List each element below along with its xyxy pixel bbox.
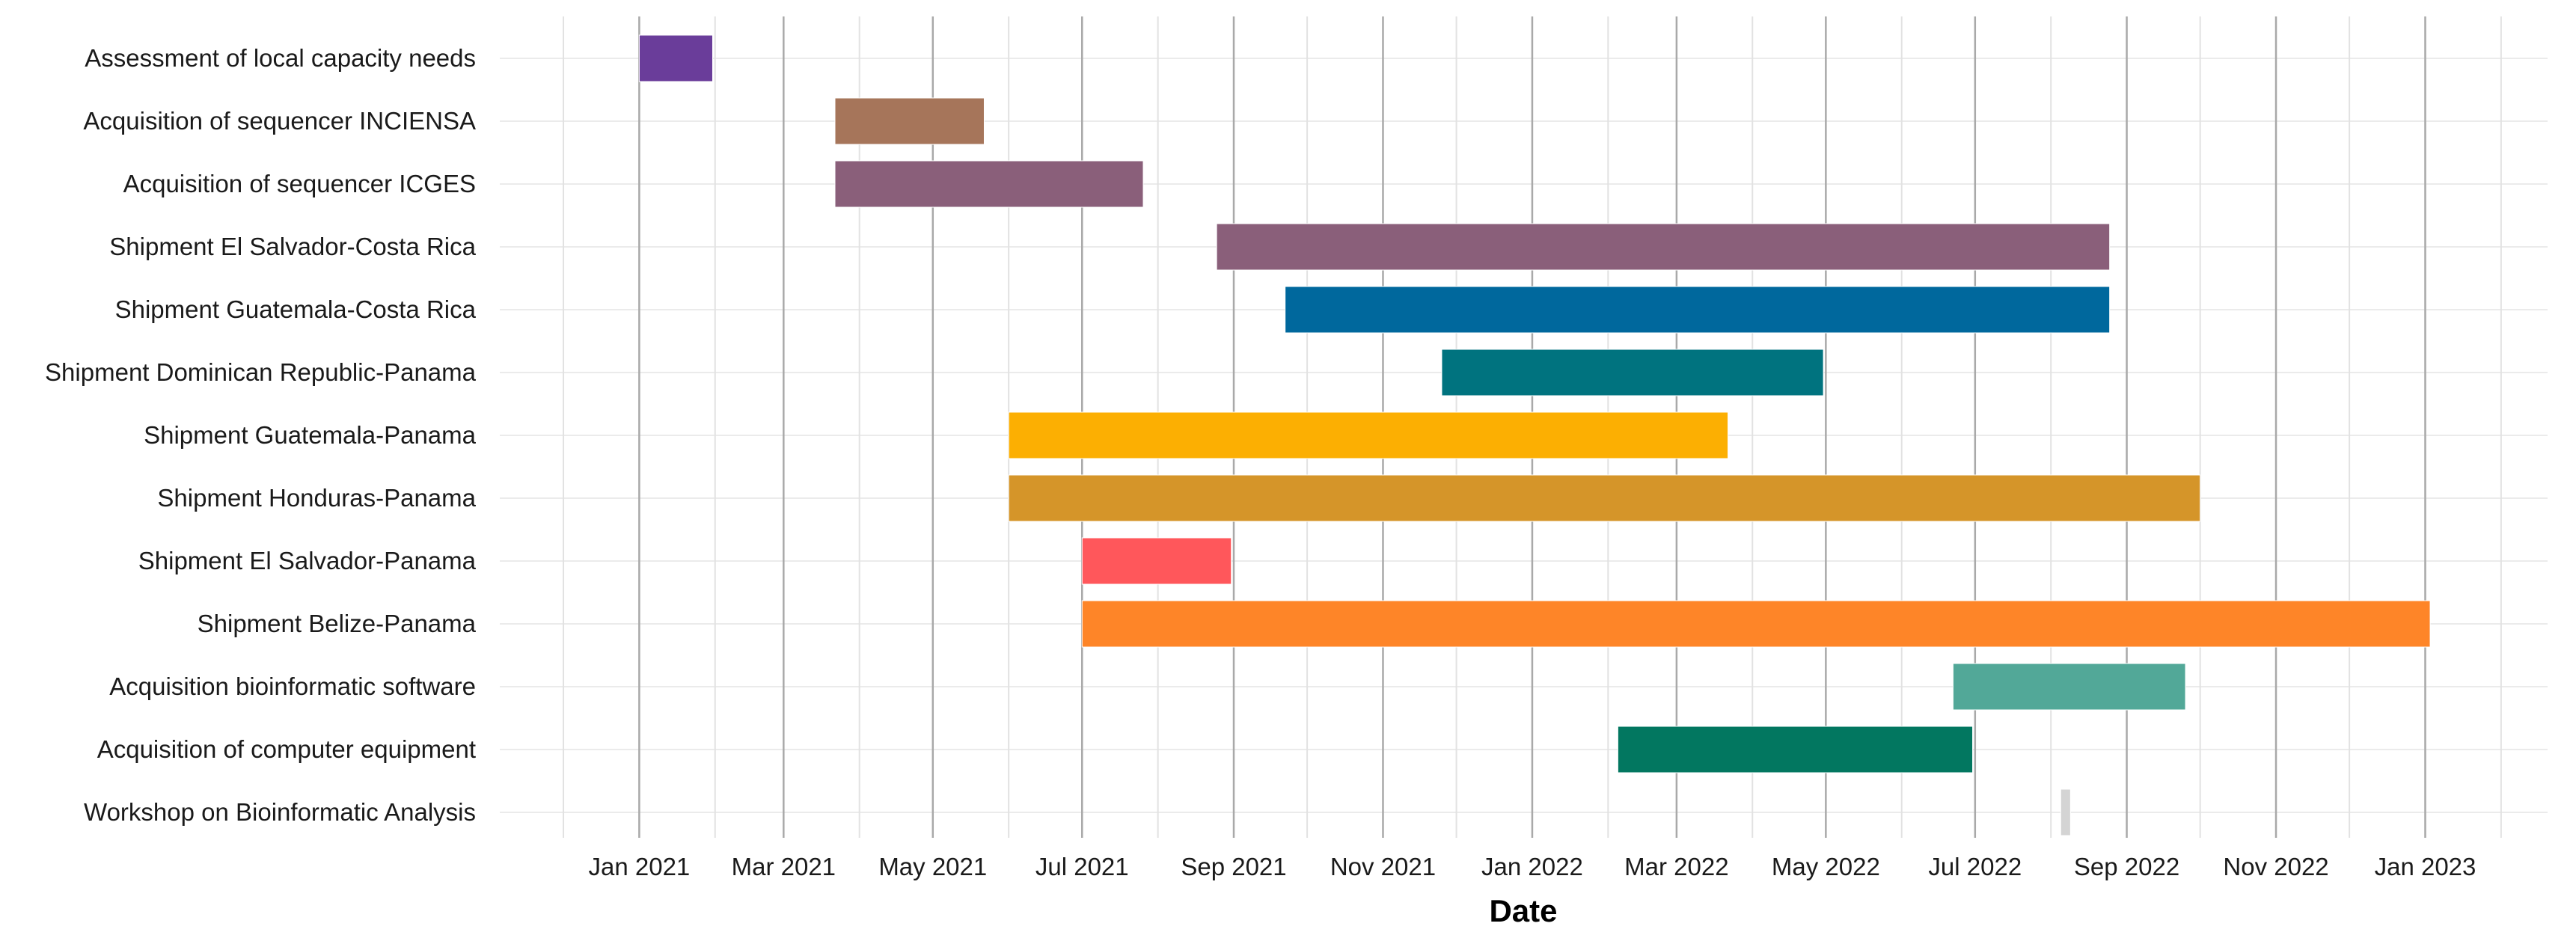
task-label: Acquisition of sequencer ICGES (123, 170, 476, 197)
task-bar (834, 160, 1144, 208)
task-label: Acquisition bioinformatic software (109, 672, 476, 700)
task-bar (2060, 788, 2071, 836)
task-label: Shipment El Salvador-Panama (138, 547, 477, 574)
x-tick-label: Sep 2022 (2074, 853, 2179, 880)
x-tick-label: Jul 2021 (1035, 853, 1129, 880)
task-label: Acquisition of computer equipment (97, 735, 476, 763)
x-tick-label: May 2021 (878, 853, 987, 880)
x-axis-ticks: Jan 2021 Mar 2021 May 2021 Jul 2021 Sep 2021… (588, 853, 2476, 880)
x-tick-label: Sep 2021 (1181, 853, 1286, 880)
task-label: Shipment El Salvador-Costa Rica (109, 233, 476, 260)
x-tick-label: Jul 2022 (1928, 853, 2022, 880)
task-label: Shipment Dominican Republic-Panama (45, 358, 477, 386)
task-labels: Assessment of local capacity needs Acquis… (45, 44, 477, 826)
task-bar (1617, 726, 1974, 773)
task-label: Assessment of local capacity needs (85, 44, 476, 72)
task-label: Shipment Honduras-Panama (157, 484, 476, 512)
task-bar (1216, 223, 2111, 271)
task-label: Acquisition of sequencer INCIENSA (83, 107, 476, 135)
bar-layer (638, 34, 2431, 836)
task-bar (1952, 663, 2186, 711)
x-tick-label: Jan 2021 (588, 853, 690, 880)
task-bar (1008, 411, 1729, 459)
task-bar (638, 34, 713, 82)
x-tick-label: Mar 2021 (732, 853, 836, 880)
task-label: Shipment Guatemala-Panama (144, 421, 477, 449)
x-axis-title: Date (1489, 893, 1557, 928)
x-tick-label: Nov 2022 (2223, 853, 2328, 880)
x-tick-label: May 2022 (1772, 853, 1880, 880)
task-bar (1441, 349, 1824, 396)
task-bar (1285, 286, 2111, 334)
task-label: Shipment Belize-Panama (198, 610, 477, 637)
x-tick-label: Jan 2023 (2375, 853, 2476, 880)
x-tick-label: Jan 2022 (1481, 853, 1583, 880)
task-label: Shipment Guatemala-Costa Rica (115, 295, 477, 323)
task-bar (1081, 537, 1232, 585)
x-tick-label: Mar 2022 (1624, 853, 1728, 880)
task-bar (1008, 474, 2201, 522)
task-label: Workshop on Bioinformatic Analysis (84, 798, 476, 826)
x-tick-label: Nov 2021 (1330, 853, 1436, 880)
task-bar (1081, 600, 2431, 648)
task-bar (834, 97, 985, 145)
